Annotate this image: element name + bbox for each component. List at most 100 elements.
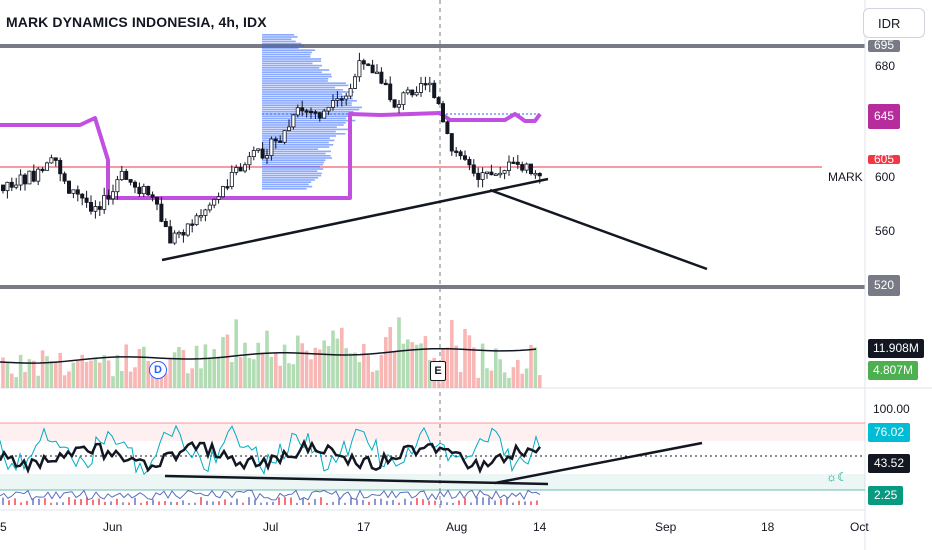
volume-bar — [98, 362, 102, 388]
rsi-histogram-bar — [278, 497, 280, 505]
volume-bar — [168, 359, 172, 388]
volume-profile-bar — [262, 166, 320, 168]
sun-moon-icon[interactable]: ☼☾ — [826, 470, 848, 484]
rsi-histogram-bar — [26, 500, 28, 505]
candle-body — [45, 162, 50, 171]
time-label-jun: Jun — [103, 520, 123, 534]
rsi-histogram-bar — [308, 502, 310, 505]
price-candles — [0, 52, 542, 245]
candle-body — [89, 202, 94, 212]
volume-profile-bar — [262, 122, 346, 124]
rsi-histogram-bar — [242, 502, 244, 505]
earnings-event-icon[interactable]: E — [430, 361, 446, 381]
time-label-17: 17 — [357, 520, 371, 534]
candle-body — [436, 97, 441, 104]
volume-profile-bar — [262, 155, 331, 157]
volume-bar — [357, 362, 362, 388]
volume-profile-bar — [262, 152, 326, 155]
volume-bar — [247, 358, 252, 388]
rsi-histogram-bar — [314, 499, 316, 505]
candle-body — [291, 114, 296, 128]
candle-body — [238, 167, 243, 172]
candle-body — [326, 106, 331, 112]
candle-body — [22, 174, 27, 185]
rsi-histogram-bar — [104, 501, 106, 505]
candle-body — [440, 103, 445, 123]
rsi-histogram-bar — [374, 498, 376, 505]
volume-bar — [489, 370, 494, 388]
volume-bar — [256, 342, 260, 388]
candle-body — [111, 191, 116, 200]
rsi-histogram-bar — [8, 500, 10, 505]
rsi-histogram-bar — [2, 497, 4, 505]
volume-bar — [370, 371, 375, 388]
candle-body — [458, 151, 463, 157]
rsi-histogram-bar — [248, 497, 250, 505]
volume-bar — [419, 343, 423, 388]
volume-profile-bar — [262, 174, 322, 177]
time-label-aug: Aug — [446, 520, 468, 534]
candle-body — [304, 110, 309, 113]
price-label-560: 560 — [875, 224, 896, 238]
volume-bar — [186, 373, 190, 388]
volume-bar — [265, 330, 269, 388]
volume-bar — [507, 377, 511, 388]
rsi-histogram-bar — [176, 502, 178, 505]
candle-body — [454, 150, 459, 153]
rsi-histogram-bar — [434, 500, 436, 505]
volume-profile-bar — [262, 133, 346, 135]
volume-ma-tag: 11.908M — [868, 339, 924, 358]
dividend-event-icon[interactable]: D — [149, 361, 167, 379]
volume-bar — [520, 373, 524, 388]
candle-body — [176, 231, 181, 235]
rsi-histogram-bar — [20, 502, 22, 505]
volume-bar — [212, 349, 216, 388]
volume-bar — [216, 356, 221, 388]
volume-bar — [278, 365, 282, 388]
rsi-histogram-bar — [50, 502, 52, 505]
rsi-histogram-bar — [362, 500, 364, 505]
volume-bar — [533, 347, 538, 388]
volume-profile-bar — [262, 128, 351, 131]
volume-bar — [291, 364, 296, 388]
candle-body — [251, 150, 256, 158]
rsi-histogram-bar — [194, 502, 196, 505]
candle-body — [264, 155, 269, 159]
rsi-histogram-bar — [380, 498, 382, 505]
candle-body — [198, 215, 203, 218]
volume-bar — [397, 317, 401, 388]
rsi-histogram-bar — [530, 501, 532, 505]
rsi-histogram-bar — [476, 497, 478, 505]
candle-body — [159, 203, 164, 222]
volume-bar — [106, 360, 111, 388]
rsi-line — [0, 438, 541, 475]
candle-body — [374, 71, 379, 75]
volume-bar — [58, 352, 62, 388]
currency-button[interactable]: IDR — [863, 8, 925, 38]
candle-body — [0, 184, 6, 192]
volume-bar — [120, 370, 124, 388]
volume-profile-bar — [262, 148, 319, 150]
volume-bar — [115, 354, 120, 388]
volume-bar — [36, 375, 40, 388]
rsi-histogram-bar — [182, 500, 184, 505]
volume-bar — [243, 342, 247, 388]
candle-body — [181, 231, 186, 236]
rsi-histogram-bar — [122, 502, 124, 505]
volume-bar — [538, 375, 542, 388]
rsi-histogram-bar — [356, 499, 358, 505]
candle-body — [163, 220, 168, 228]
rsi-histogram-bar — [74, 499, 76, 505]
volume-profile-bar — [262, 89, 343, 91]
rsi-histogram-bar — [116, 498, 118, 505]
rsi-histogram-bar — [38, 498, 40, 505]
rsi-trendline-up — [494, 441, 703, 485]
rsi-histogram-bar — [188, 502, 190, 505]
volume-bar — [524, 368, 529, 388]
volume-bar — [177, 346, 181, 388]
rsi-histogram-bar — [218, 501, 220, 505]
rsi-histogram-bar — [32, 498, 34, 505]
volume-bar — [388, 327, 392, 388]
rsi-histogram-bar — [68, 497, 70, 505]
